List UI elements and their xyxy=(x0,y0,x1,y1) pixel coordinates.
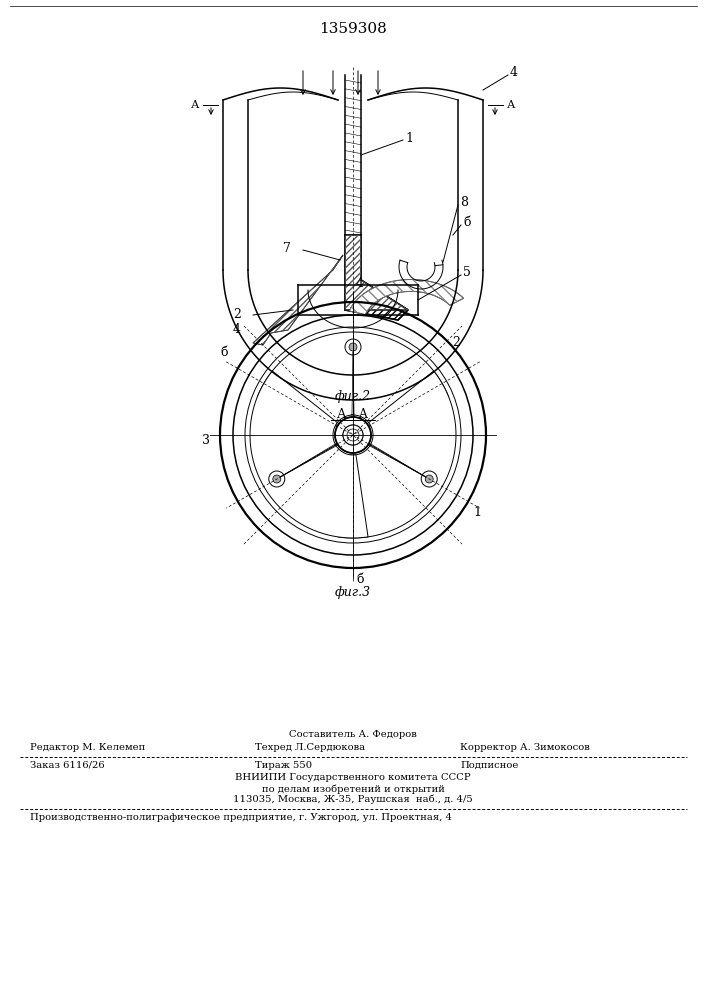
Circle shape xyxy=(347,429,359,441)
Circle shape xyxy=(343,425,363,445)
Text: по делам изобретений и открытий: по делам изобретений и открытий xyxy=(262,784,445,794)
Text: 4: 4 xyxy=(233,323,241,336)
Text: б: б xyxy=(463,217,470,230)
Circle shape xyxy=(348,430,358,440)
Text: Редактор М. Келемеп: Редактор М. Келемеп xyxy=(30,743,145,752)
Text: фиг.3: фиг.3 xyxy=(335,586,371,599)
Circle shape xyxy=(273,475,281,483)
Text: Техред Л.Сердюкова: Техред Л.Сердюкова xyxy=(255,743,365,752)
Text: 2: 2 xyxy=(452,336,460,349)
Polygon shape xyxy=(345,235,408,320)
Text: Подписное: Подписное xyxy=(460,761,518,770)
Text: А: А xyxy=(507,100,515,110)
Text: Составитель А. Федоров: Составитель А. Федоров xyxy=(289,730,417,739)
Text: 7: 7 xyxy=(283,241,291,254)
Text: 1: 1 xyxy=(473,506,481,520)
Text: Тираж 550: Тираж 550 xyxy=(255,761,312,770)
Text: Заказ 6116/26: Заказ 6116/26 xyxy=(30,761,105,770)
Polygon shape xyxy=(250,371,368,538)
Text: Производственно-полиграфическое предприятие, г. Ужгород, ул. Проектная, 4: Производственно-полиграфическое предприя… xyxy=(30,813,452,822)
Text: 3: 3 xyxy=(202,434,210,446)
Text: б: б xyxy=(356,573,363,586)
Text: 1359308: 1359308 xyxy=(319,22,387,36)
Text: б: б xyxy=(221,346,228,359)
Text: 1: 1 xyxy=(405,131,413,144)
Polygon shape xyxy=(349,280,464,315)
Polygon shape xyxy=(345,235,408,310)
Text: ВНИИПИ Государственного комитета СССР: ВНИИПИ Государственного комитета СССР xyxy=(235,773,471,782)
Circle shape xyxy=(343,425,363,445)
Text: 4: 4 xyxy=(510,66,518,79)
Text: 2: 2 xyxy=(233,308,241,322)
Circle shape xyxy=(345,339,361,355)
Polygon shape xyxy=(338,371,456,538)
Text: фиг.2: фиг.2 xyxy=(335,390,371,403)
Text: А - А: А - А xyxy=(337,408,368,421)
Polygon shape xyxy=(257,332,449,428)
Text: А: А xyxy=(191,100,199,110)
Text: 8: 8 xyxy=(460,196,468,210)
Text: 4: 4 xyxy=(356,277,364,290)
Text: 5: 5 xyxy=(463,266,471,279)
Circle shape xyxy=(269,471,285,487)
Circle shape xyxy=(425,475,433,483)
Circle shape xyxy=(349,343,357,351)
Text: Корректор А. Зимокосов: Корректор А. Зимокосов xyxy=(460,743,590,752)
Circle shape xyxy=(421,471,437,487)
Polygon shape xyxy=(253,255,343,345)
Text: 113035, Москва, Ж-35, Раушская  наб., д. 4/5: 113035, Москва, Ж-35, Раушская наб., д. … xyxy=(233,795,473,804)
